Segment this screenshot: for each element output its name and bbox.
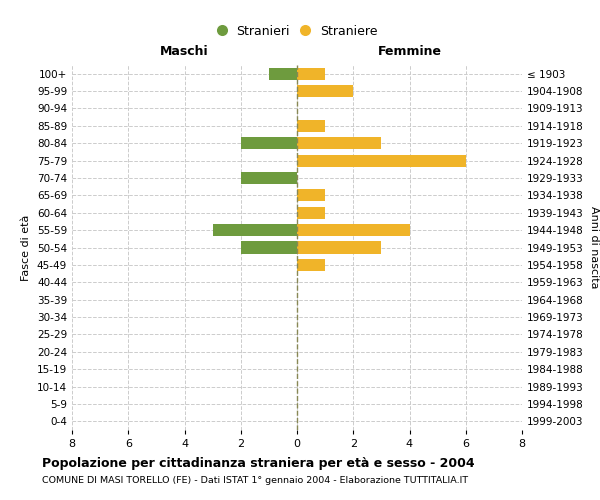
Bar (297, 242, 382, 254)
Bar (241, 172, 297, 184)
Y-axis label: Fasce di età: Fasce di età (22, 214, 31, 280)
Y-axis label: Anni di nascita: Anni di nascita (589, 206, 599, 289)
Bar (297, 120, 325, 132)
Bar (241, 242, 297, 254)
Text: Maschi: Maschi (160, 44, 209, 58)
Bar (297, 68, 325, 80)
Text: COMUNE DI MASI TORELLO (FE) - Dati ISTAT 1° gennaio 2004 - Elaborazione TUTTITAL: COMUNE DI MASI TORELLO (FE) - Dati ISTAT… (42, 476, 468, 485)
Bar (212, 224, 297, 236)
Bar (269, 68, 297, 80)
Bar (297, 224, 409, 236)
Bar (297, 190, 325, 202)
Bar (297, 137, 382, 149)
Text: Femmine: Femmine (377, 44, 442, 58)
Bar (297, 154, 466, 166)
Bar (241, 137, 297, 149)
Bar (297, 259, 325, 271)
Bar (297, 206, 325, 219)
Legend: Stranieri, Straniere: Stranieri, Straniere (212, 20, 383, 43)
Bar (297, 85, 353, 97)
Text: Popolazione per cittadinanza straniera per età e sesso - 2004: Popolazione per cittadinanza straniera p… (42, 458, 475, 470)
